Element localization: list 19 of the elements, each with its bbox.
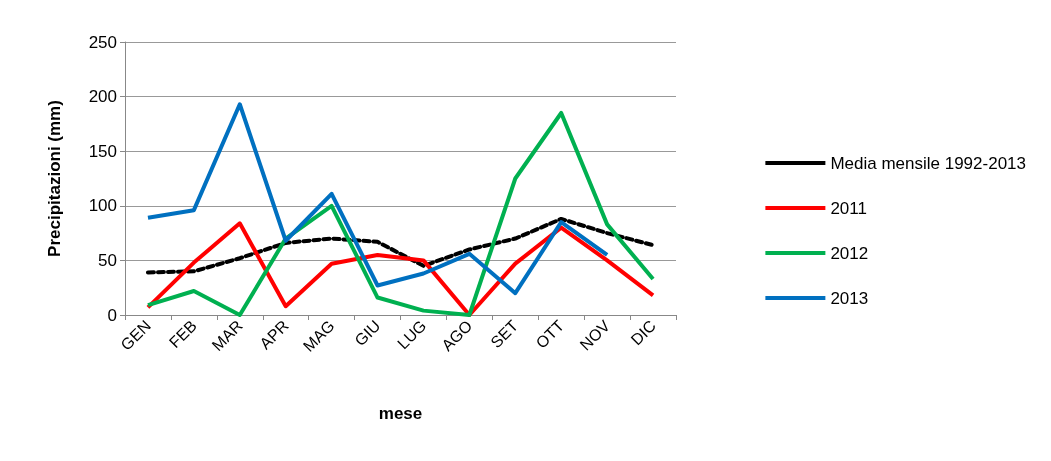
legend-label: 2013 xyxy=(830,288,869,308)
y-axis-title: Precipitazioni (mm) xyxy=(45,100,64,257)
legend-label: 2012 xyxy=(830,243,869,263)
line-series xyxy=(145,221,656,317)
line-series xyxy=(145,216,656,275)
line-series xyxy=(145,102,610,296)
y-tick-label: 150 xyxy=(88,141,117,161)
y-tick-label: 200 xyxy=(88,87,117,107)
y-tick-label: 0 xyxy=(107,305,117,325)
y-tick-label: 100 xyxy=(88,196,117,216)
y-tick-label: 250 xyxy=(88,32,117,52)
line-series xyxy=(145,110,656,317)
y-tick-label: 50 xyxy=(98,250,117,270)
x-tick-label: FEB xyxy=(165,316,200,351)
legend-label: Media mensile 1992-2013 xyxy=(830,153,1026,173)
x-tick-label: GIU xyxy=(351,316,384,350)
x-axis-title: mese xyxy=(378,404,423,423)
x-tick-label: DIC xyxy=(627,316,660,349)
legend-label: 2011 xyxy=(830,198,867,218)
